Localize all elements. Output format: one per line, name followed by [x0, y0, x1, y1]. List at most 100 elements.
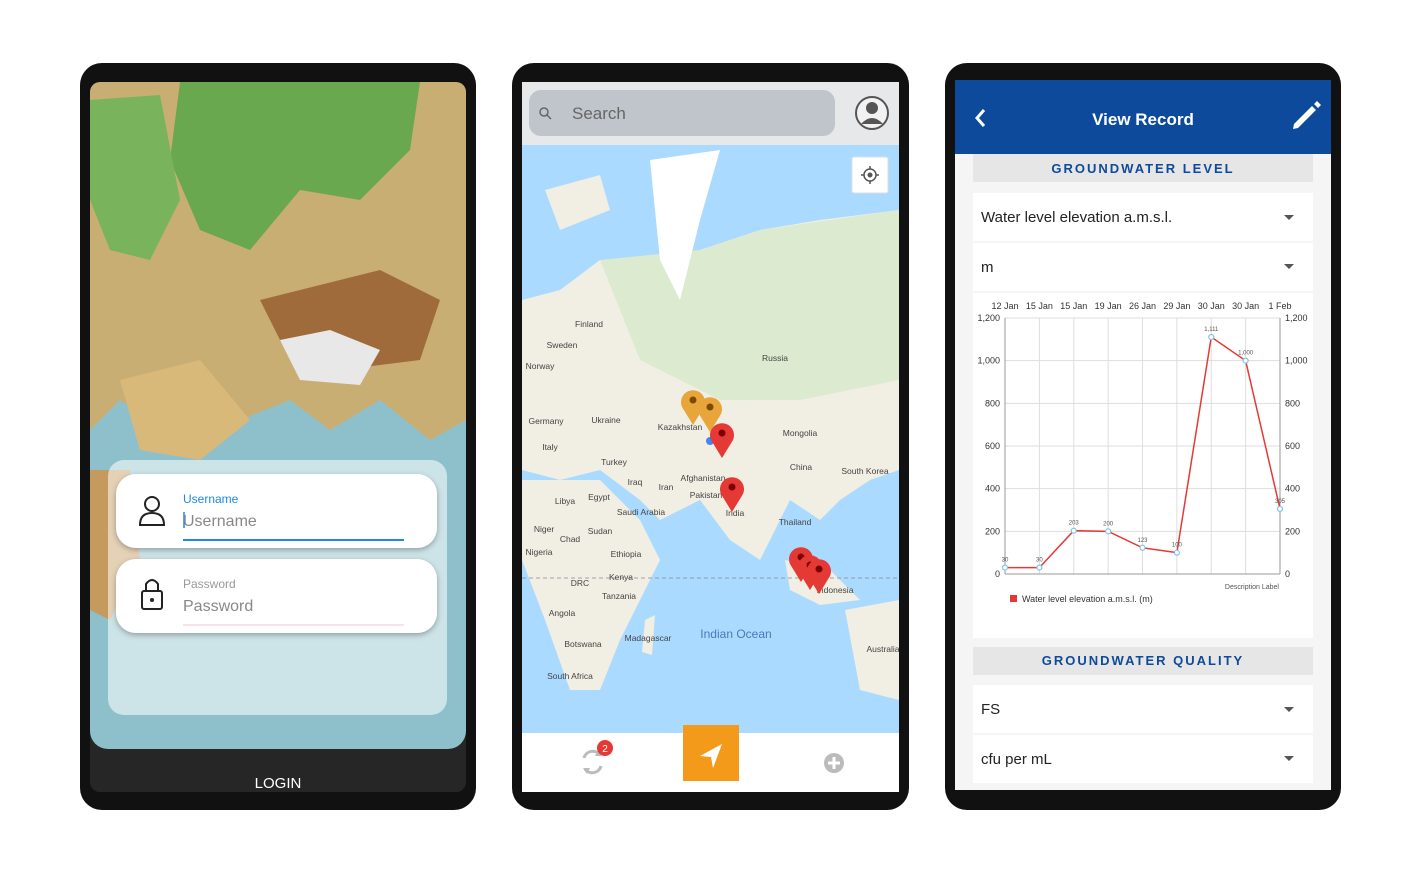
map-label: China [790, 462, 812, 472]
sync-badge: 2 [602, 744, 608, 755]
sync-button[interactable] [582, 740, 613, 775]
map-label: Chad [560, 534, 581, 544]
value-label: 200 [1103, 521, 1114, 527]
map-label: South Korea [841, 466, 889, 476]
map-label: Libya [555, 496, 576, 506]
map-label: Norway [526, 361, 556, 371]
map-label: Sweden [547, 340, 578, 350]
description-label: Description Label [1225, 584, 1280, 591]
section-heading: GROUNDWATER LEVEL [1051, 161, 1234, 176]
map-label: Finland [575, 319, 603, 329]
y2-tick-label: 0 [1285, 569, 1290, 579]
x-tick-label: 12 Jan [991, 301, 1018, 311]
point [1208, 333, 1215, 341]
map-label: Pakistan [690, 490, 723, 500]
value-label: 305 [1275, 499, 1286, 505]
y-tick-label: 1,000 [977, 356, 1000, 366]
username-label: Username [183, 492, 239, 506]
x-tick-label: 30 Jan [1198, 301, 1225, 311]
map-label: Sudan [588, 526, 613, 536]
value-label: 30 [1002, 558, 1009, 564]
map-label: Ethiopia [611, 549, 642, 559]
x-tick-label: 1 Feb [1268, 301, 1291, 311]
map-label: Kazakhstan [658, 422, 703, 432]
point [1070, 527, 1077, 534]
map-label: Australia [866, 644, 899, 654]
map-label: Saudi Arabia [617, 507, 665, 517]
avatar[interactable] [855, 96, 889, 130]
map-label: Angola [549, 608, 576, 618]
y2-tick-label: 200 [1285, 526, 1300, 536]
map-label: Botswana [564, 639, 602, 649]
value-label: 100 [1172, 543, 1183, 549]
point [1001, 564, 1009, 571]
parameter-select[interactable]: FS [981, 701, 1000, 718]
unit-select[interactable]: m [981, 259, 994, 276]
y-tick-label: 400 [985, 484, 1000, 494]
map-label: DRC [571, 578, 589, 588]
map-label: Ukraine [591, 415, 621, 425]
map-label: Iraq [628, 477, 643, 487]
login-button[interactable]: LOGIN [255, 775, 302, 792]
map-label: Egypt [588, 492, 610, 502]
password-input[interactable]: Password [183, 598, 253, 615]
unit-select[interactable]: cfu per mL [981, 751, 1052, 768]
edit-button[interactable] [1293, 101, 1321, 129]
password-label: Password [183, 577, 236, 591]
map-label: Indonesia [817, 585, 854, 595]
map-label: Russia [762, 353, 788, 363]
y-tick-label: 0 [995, 569, 1000, 579]
y-tick-label: 200 [985, 526, 1000, 536]
back-button[interactable] [975, 109, 986, 127]
y-tick-label: 800 [985, 398, 1000, 408]
username-input[interactable]: Username [183, 513, 257, 530]
map-label: Kenya [609, 572, 633, 582]
map-label: South Africa [547, 671, 593, 681]
y-tick-label: 600 [985, 441, 1000, 451]
login-screen [90, 82, 466, 792]
legend-label: Water level elevation a.m.s.l. (m) [1022, 594, 1153, 604]
point [1276, 505, 1284, 513]
value-label: 1,000 [1238, 351, 1254, 357]
map: Finland Sweden Norway Russia Germany Ukraine I… [522, 145, 899, 733]
map-label: Turkey [601, 457, 627, 467]
map-label: Nigeria [526, 547, 553, 557]
page-title: View Record [1092, 110, 1194, 129]
map-label: Indian Ocean [700, 627, 771, 641]
value-label: 30 [1036, 558, 1043, 564]
value-label: 203 [1069, 521, 1080, 527]
map-pins [680, 390, 831, 594]
search-placeholder: Search [572, 104, 626, 123]
value-label: 123 [1137, 538, 1148, 544]
y2-tick-label: 800 [1285, 398, 1300, 408]
line-chart: 0 0 200 200 400 400 600 600 800 800 1,000 1,000 1,20… [977, 301, 1307, 604]
map-label: Afghanistan [681, 473, 726, 483]
value-label: 1,111 [1204, 327, 1219, 333]
y2-tick-label: 1,200 [1285, 313, 1308, 323]
map-label: India [726, 508, 745, 518]
section-heading: GROUNDWATER QUALITY [1042, 653, 1244, 668]
navigate-icon [700, 744, 722, 768]
map-label: Niger [534, 524, 554, 534]
search-input[interactable] [529, 90, 835, 136]
x-tick-label: 30 Jan [1232, 301, 1259, 311]
parameter-select[interactable]: Water level elevation a.m.s.l. [981, 209, 1172, 226]
y-tick-label: 1,200 [977, 313, 1000, 323]
x-tick-label: 29 Jan [1163, 301, 1190, 311]
point [1036, 564, 1043, 571]
locate-button[interactable] [851, 156, 889, 194]
y2-tick-label: 600 [1285, 441, 1300, 451]
y2-tick-label: 400 [1285, 484, 1300, 494]
map-label: Germany [529, 416, 565, 426]
y2-tick-label: 1,000 [1285, 356, 1308, 366]
map-label: Italy [542, 442, 558, 452]
map-label: Iran [659, 482, 674, 492]
add-button[interactable] [824, 753, 844, 773]
map-label: Madagascar [625, 633, 672, 643]
legend-swatch [1010, 595, 1017, 602]
x-tick-label: 19 Jan [1095, 301, 1122, 311]
x-tick-label: 15 Jan [1060, 301, 1087, 311]
x-tick-label: 26 Jan [1129, 301, 1156, 311]
point [1242, 357, 1249, 364]
